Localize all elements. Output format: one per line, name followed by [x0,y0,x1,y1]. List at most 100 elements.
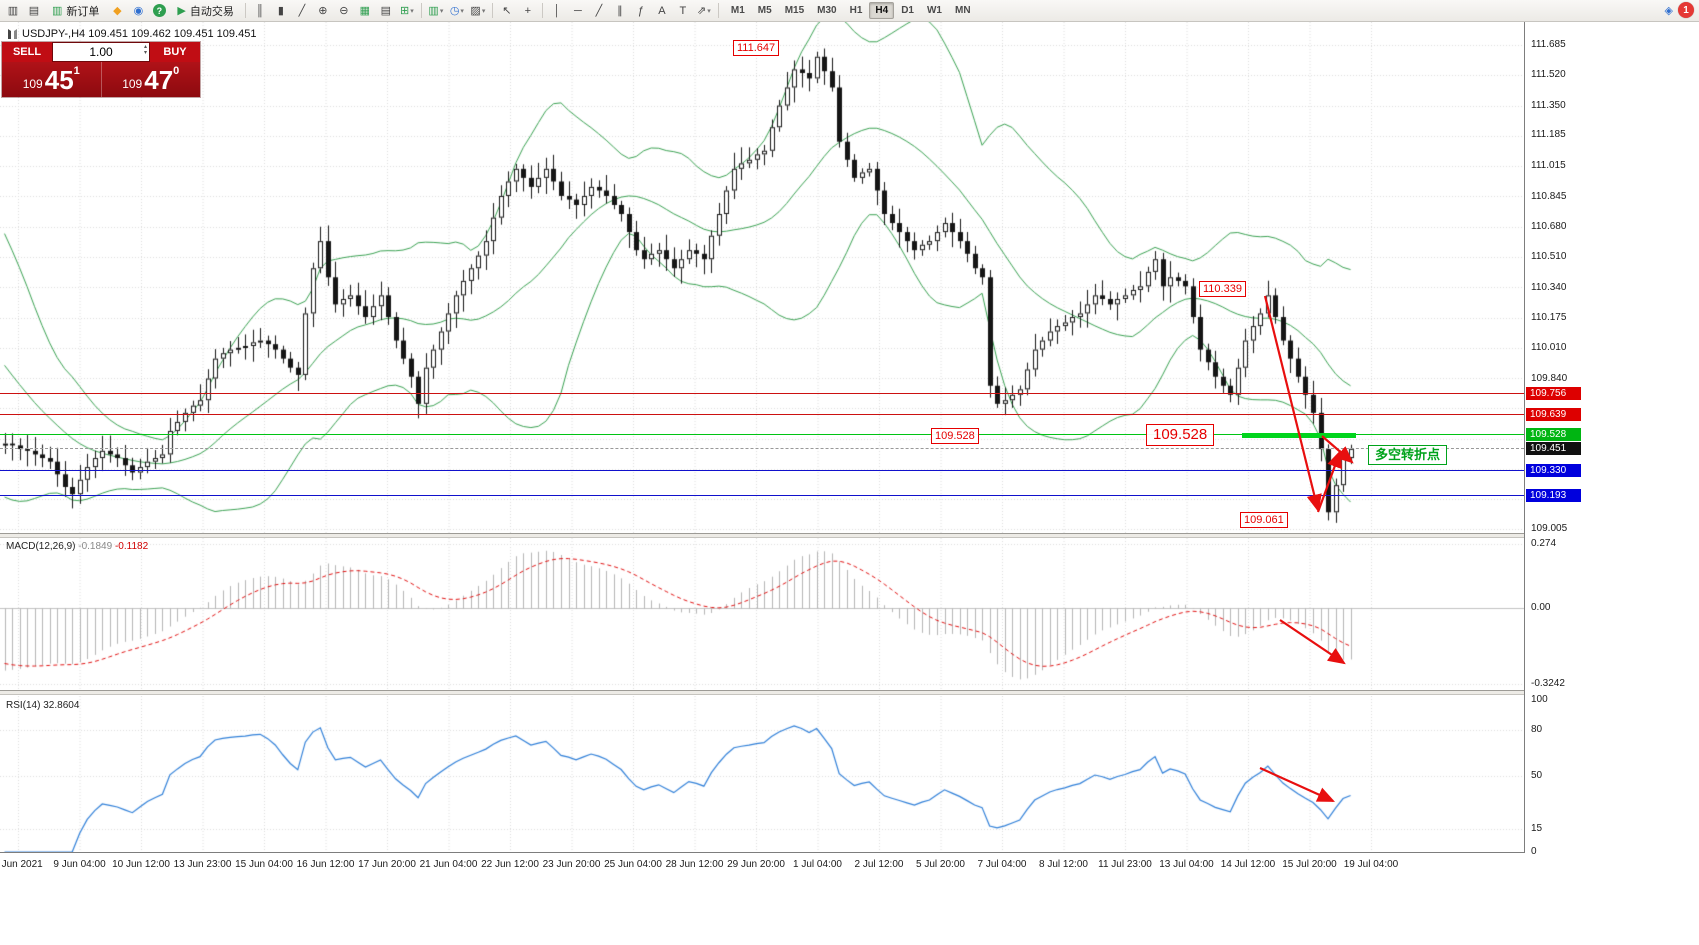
price-axis-label: 110.680 [1531,220,1567,232]
macd-name: MACD(12,26,9) [6,541,76,552]
tile-windows-button[interactable]: ▦ [355,2,375,20]
notifications-icon[interactable]: ◈ [1664,4,1673,17]
channel-button[interactable]: ∥ [610,2,630,20]
volume-spinner[interactable]: ▴ ▾ [143,44,147,56]
timeframe-button-m1[interactable]: M1 [730,5,745,16]
time-axis-label: 11 Jul 23:00 [1098,859,1152,870]
time-axis-border [0,852,1699,853]
horizontal-line-109.528[interactable] [0,434,1524,436]
bar-chart-button[interactable]: ║ [250,2,270,20]
text-button[interactable]: A [652,2,672,20]
help-icon: ? [152,4,166,17]
time-axis-label: 5 Jul 20:00 [916,859,965,870]
price-axis-label: 110.340 [1531,282,1567,294]
volume-input[interactable]: 1.00 ▴ ▾ [52,42,150,62]
autotrading-label: 自动交易 [189,5,234,18]
chart-annotation-多空转折点[interactable]: 多空转折点 [1368,445,1448,465]
zoom-out-button[interactable]: ⊖ [334,2,354,20]
macd-main-value: -0.1849 [78,541,113,552]
rsi-panel-canvas[interactable] [0,696,1524,852]
line-chart-icon: ╱ [298,5,306,17]
cursor-icon: ↖ [502,5,512,17]
new-chart-icon: ▥ [7,5,19,17]
horizontal-line-109.33[interactable] [0,470,1524,472]
text-label-button[interactable]: T [673,2,693,20]
sell-price-big: 45 [44,65,74,95]
horizontal-line-109.193[interactable] [0,494,1524,496]
timeframe-button-m5[interactable]: M5 [757,5,772,16]
buy-header[interactable]: BUY [150,42,200,62]
panel-separator[interactable] [0,690,1699,695]
candlestick-button[interactable]: ▮ [271,2,291,20]
time-axis-label: 19 Jul 04:00 [1343,859,1399,870]
timeframe-button-m30[interactable]: M30 [817,5,837,16]
chart-annotation-109.528[interactable]: 109.528 [931,428,979,444]
sell-header[interactable]: SELL [2,42,52,62]
horizontal-line-109.639[interactable] [0,414,1524,416]
periods-dropdown-button[interactable]: ◷ ▾ [447,2,467,20]
new-order-label: 新订单 [66,5,100,18]
templates-dropdown-button[interactable]: ▨ ▾ [468,2,488,20]
new-order-button[interactable]: ▥ 新订单 [45,2,106,20]
fibonacci-button[interactable]: ƒ [631,2,651,20]
timeframe-button-w1[interactable]: W1 [926,5,942,16]
charts-dropdown-button[interactable]: ▥ ▾ [426,2,446,20]
time-axis-label: 15 Jun 04:00 [235,859,293,870]
price-axis-label: 110.175 [1531,311,1567,323]
buy-price-button[interactable]: 109 47 0 [102,62,201,97]
timeframe-button-h4[interactable]: H4 [869,2,895,19]
macd-panel-canvas[interactable] [0,538,1524,690]
chart-annotation-111.647[interactable]: 111.647 [733,40,780,56]
one-click-trading-panel: SELL 1.00 ▴ ▾ BUY 109 45 1 109 47 0 [2,42,200,97]
dropdown-caret-icon: ▾ [410,7,414,15]
horizontal-line-icon: ─ [573,4,582,17]
help-button[interactable]: ? [149,2,169,20]
line-chart-button[interactable]: ╱ [292,2,312,20]
time-axis-label: 15 Jul 20:00 [1282,859,1337,870]
trade-panel-divider [100,62,102,97]
time-axis-label: 17 Jun 20:00 [358,859,416,870]
autotrading-button[interactable]: ▶ 自动交易 [170,2,240,20]
metaquotes-button[interactable]: ◆ [107,2,127,20]
trendline-button[interactable]: ╱ [589,2,609,20]
timeframe-button-d1[interactable]: D1 [901,5,914,16]
indicators-button[interactable]: ⊞ ▾ [397,2,417,20]
support-zone-highlight[interactable] [1242,432,1356,438]
price-chart-canvas[interactable] [0,22,1524,533]
vertical-line-button[interactable]: │ [547,2,567,20]
time-axis-label: 13 Jun 23:00 [173,859,232,870]
toolbar-right: ◈ 1 [1665,2,1694,18]
profiles-icon: ▤ [28,5,40,17]
price-axis-label: 111.350 [1531,99,1566,111]
timeframe-button-mn[interactable]: MN [954,5,971,16]
cursor-button[interactable]: ↖ [497,2,517,20]
cascade-windows-button[interactable]: ▤ [376,2,396,20]
text-label-icon: T [679,4,687,17]
new-chart-button[interactable]: ▥ [3,2,23,20]
chart-annotation-110.339[interactable]: 110.339 [1199,281,1246,297]
profiles-button[interactable]: ▤ [24,2,44,20]
chart-annotation-109.061[interactable]: 109.061 [1240,512,1288,528]
time-axis-label: 28 Jun 12:00 [665,859,724,870]
notification-badge[interactable]: 1 [1678,2,1694,18]
zoom-in-button[interactable]: ⊕ [313,2,333,20]
timeframe-button-h1[interactable]: H1 [849,5,863,16]
price-axis-label: 109.840 [1531,372,1568,384]
time-axis-label: 14 Jul 12:00 [1220,859,1276,870]
time-axis-label: 1 Jul 04:00 [793,859,842,870]
horizontal-line-109.451[interactable] [0,448,1524,450]
crosshair-button[interactable]: + [518,2,538,20]
arrows-tool-icon: ⇗ [697,5,707,17]
horizontal-line-button[interactable]: ─ [568,2,588,20]
sell-price-button[interactable]: 109 45 1 [2,62,101,97]
price-axis-label: 111.685 [1531,39,1566,50]
horizontal-line-109.756[interactable] [0,393,1524,395]
panel-separator[interactable] [0,533,1699,538]
community-button[interactable]: ◉ [128,2,148,20]
timeframe-button-m15[interactable]: M15 [784,5,805,16]
bar-chart-icon: ║ [255,4,264,17]
time-axis-label: 21 Jun 04:00 [419,859,478,870]
arrows-tool-button[interactable]: ⇗ ▾ [694,2,714,20]
chart-annotation-109.528[interactable]: 109.528 [1146,424,1215,446]
